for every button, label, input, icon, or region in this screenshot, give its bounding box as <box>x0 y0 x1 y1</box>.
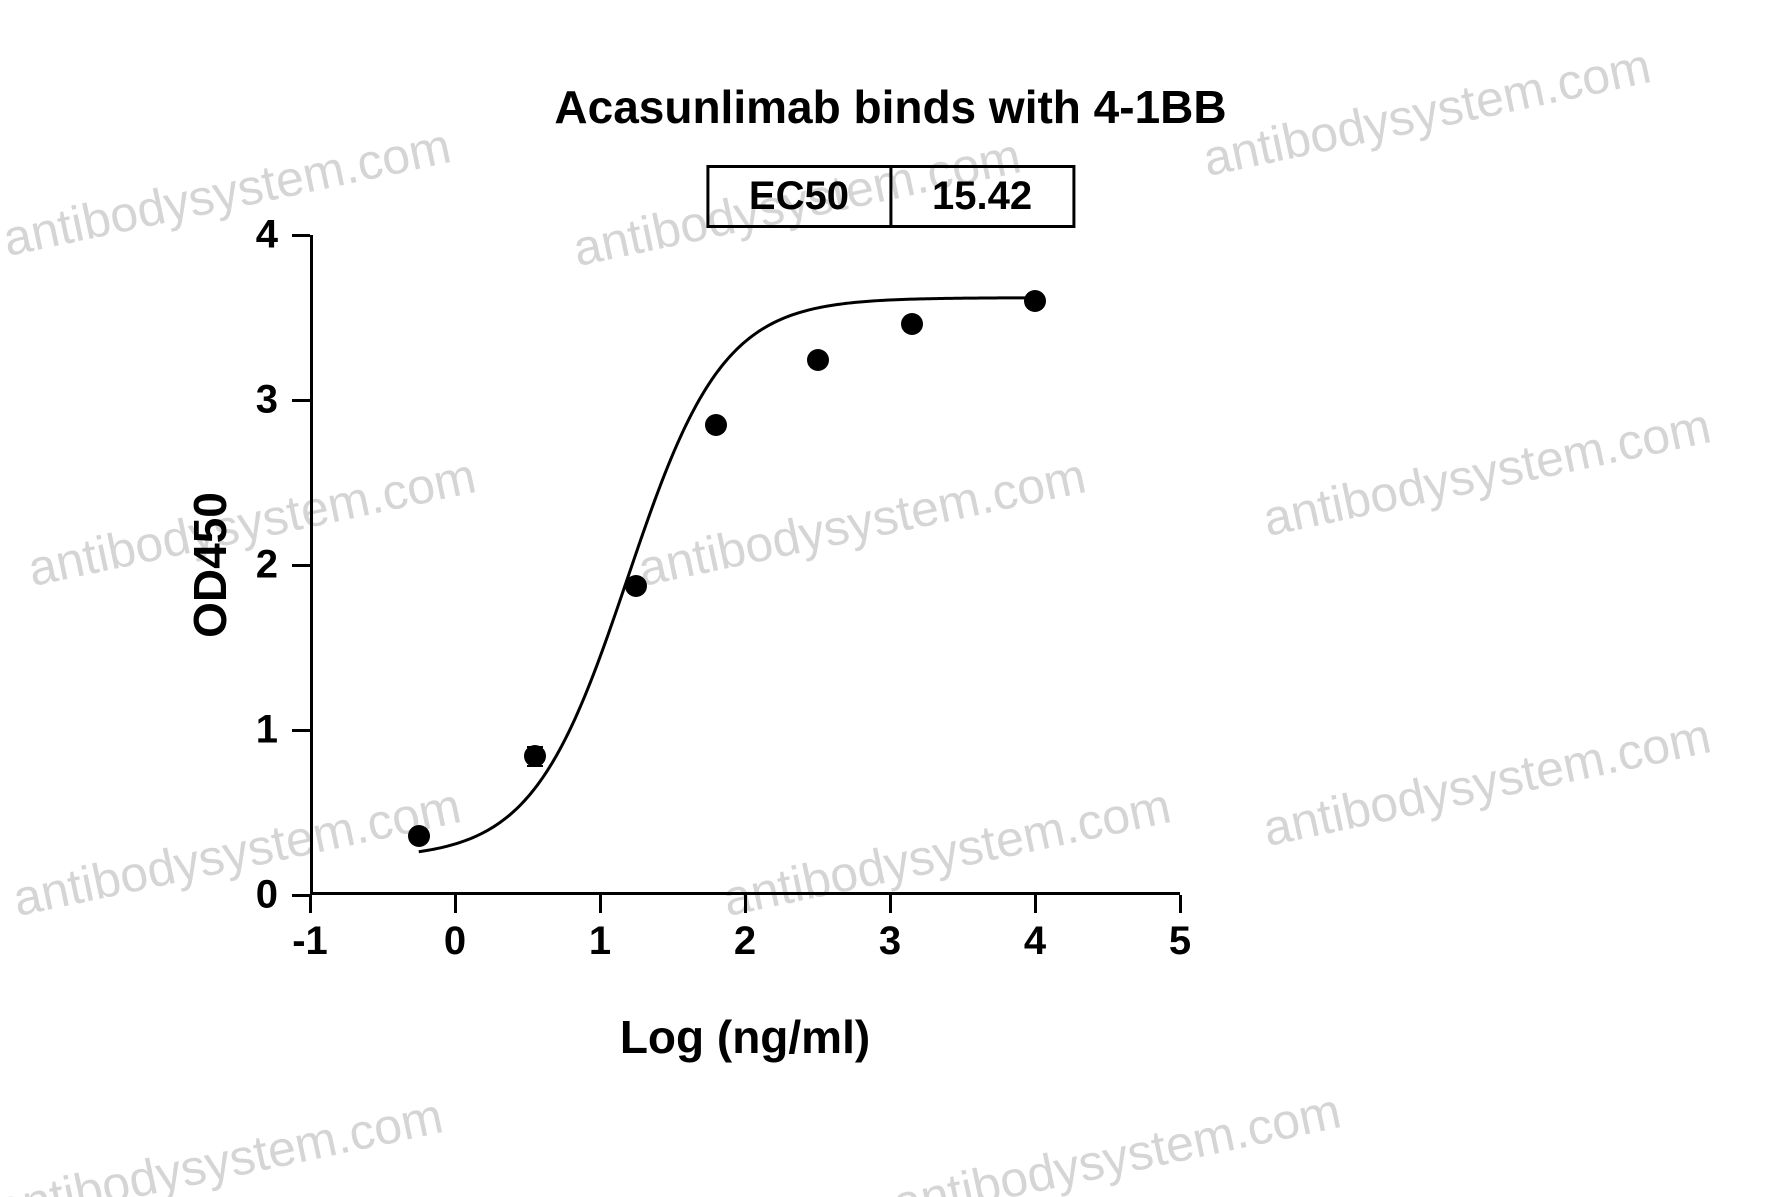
data-point <box>807 349 829 371</box>
y-tick <box>292 894 310 897</box>
x-tick-label: 0 <box>444 919 466 964</box>
x-tick <box>599 895 602 913</box>
y-tick-label: 0 <box>218 873 278 918</box>
curve <box>310 235 1180 895</box>
x-tick-label: 4 <box>1024 919 1046 964</box>
data-point <box>1024 290 1046 312</box>
y-tick <box>292 399 310 402</box>
y-tick <box>292 234 310 237</box>
ec50-table: EC50 15.42 <box>706 165 1075 228</box>
x-tick <box>1034 895 1037 913</box>
x-tick <box>309 895 312 913</box>
y-axis-label: OD450 <box>183 492 237 638</box>
chart-container: antibodysystem.com antibodysystem.com anti… <box>0 0 1781 1197</box>
x-tick-label: 1 <box>589 919 611 964</box>
watermark-text: antibodysystem.com <box>1258 707 1716 858</box>
ec50-label: EC50 <box>709 168 892 225</box>
x-tick-label: 5 <box>1169 919 1191 964</box>
data-point <box>408 825 430 847</box>
y-tick-label: 1 <box>218 708 278 753</box>
data-point <box>705 414 727 436</box>
y-axis-line <box>310 235 313 895</box>
x-tick <box>744 895 747 913</box>
chart-title: Acasunlimab binds with 4-1BB <box>0 80 1781 134</box>
plot-area: -101234501234 <box>310 235 1180 895</box>
ec50-value: 15.42 <box>892 168 1072 225</box>
x-tick-label: 3 <box>879 919 901 964</box>
data-point <box>625 575 647 597</box>
y-tick <box>292 564 310 567</box>
y-tick <box>292 729 310 732</box>
data-point <box>901 313 923 335</box>
data-point <box>524 745 546 767</box>
x-tick-label: 2 <box>734 919 756 964</box>
x-tick-label: -1 <box>292 919 328 964</box>
fit-curve <box>419 298 1043 852</box>
watermark-text: antibodysystem.com <box>888 1082 1346 1197</box>
watermark-text: antibodysystem.com <box>1258 397 1716 548</box>
x-tick <box>889 895 892 913</box>
x-tick <box>1179 895 1182 913</box>
x-axis-label: Log (ng/ml) <box>620 1010 870 1064</box>
y-tick-label: 4 <box>218 213 278 258</box>
y-tick-label: 3 <box>218 378 278 423</box>
watermark-text: antibodysystem.com <box>0 1087 448 1197</box>
x-tick <box>454 895 457 913</box>
